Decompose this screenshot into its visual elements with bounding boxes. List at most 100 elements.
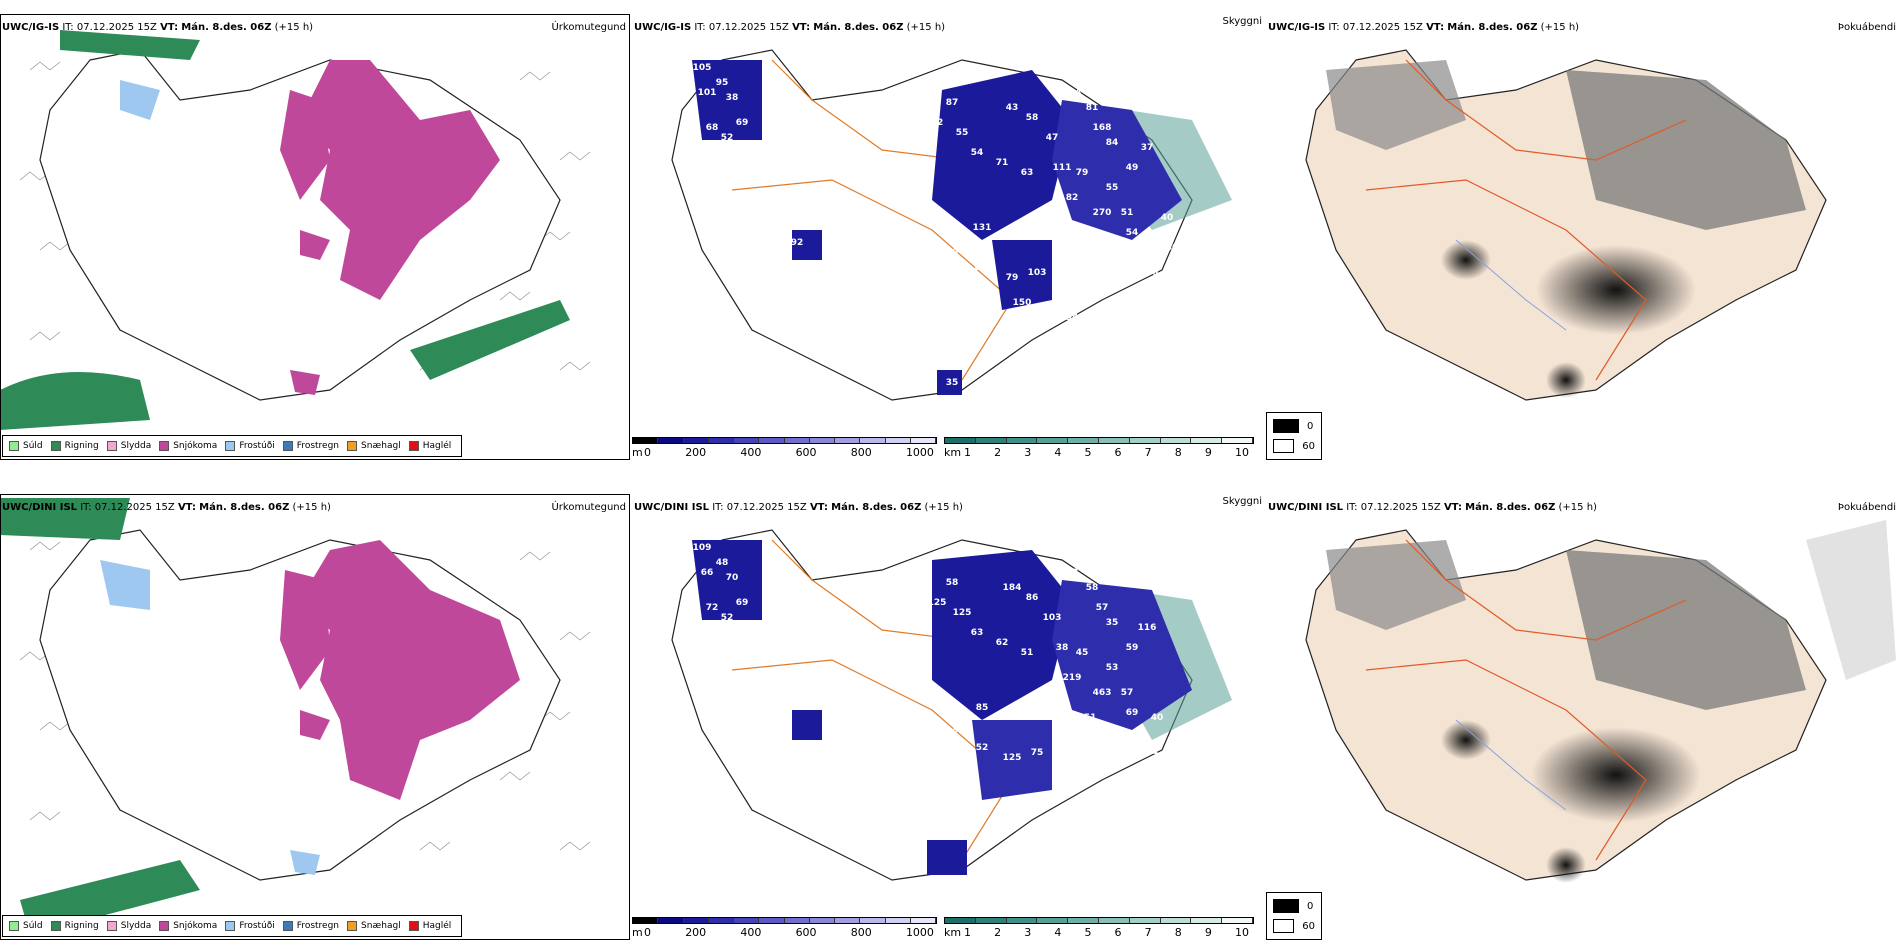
visibility-value-label: 52 [976,743,989,753]
visibility-value-label: 95 [716,78,729,88]
terrain-bin-5 [759,918,785,923]
visibility-colorbar [944,917,1254,924]
legend-item: Snjókoma [159,921,217,931]
legend-item: Súld [9,921,43,931]
visibility-value-label: 82 [1066,193,1079,203]
terrain-bin-3 [708,438,734,443]
legend-swatch-6 [347,921,358,931]
visibility-value-label: 66 [701,568,714,578]
vis-bin-2 [1006,438,1038,443]
visibility-value-label: 100 [973,263,992,273]
visibility-value-label: 40 [1166,243,1179,253]
terrain-bin-6 [784,918,810,923]
fog-legend: 0 60 [1266,412,1322,460]
visibility-value-label: 80 [1036,218,1049,228]
visibility-value-label: 90 [1056,723,1069,733]
vis-bin-1 [975,438,1007,443]
visibility-value-label: 77 [686,593,699,603]
legend-item: Frostregn [282,921,339,931]
field-title: Þokuábendi [1837,502,1896,513]
visibility-value-label: 51 [1021,648,1034,658]
visibility-value-label: 158 [1053,748,1072,758]
visibility-value-label: 54 [971,148,984,158]
terrain-bin-6 [784,438,810,443]
terrain-ticks: 0 200 400 600 800 1000 [644,926,934,939]
fog-index-panel-row1: UWC/IG-IS IT: 07.12.2025 15Z VT: Mán. 8.… [1266,0,1896,460]
legend-item: Snæhagl [347,441,401,451]
legend-swatch-3 [159,921,170,931]
visibility-value-label: 109 [1118,258,1137,268]
visibility-value-label: 57 [1121,688,1134,698]
fog-legend-item: 0 [1273,419,1315,433]
map-frame [0,14,630,460]
visibility-value-label: 42 [746,623,759,633]
fog-swatch-0 [1273,899,1299,913]
visibility-value-label: 105 [693,63,712,73]
vis-bin-5 [1098,438,1130,443]
visibility-value-label: 79 [1076,168,1089,178]
fog-legend: 0 60 [1266,892,1322,940]
visibility-panel-row1: 105 95 101 38 60 68 69 52 69 76 87 62 55 43 58 54 71 63 47… [632,0,1262,460]
terrain-bin-9 [860,438,886,443]
visibility-value-label: 81 [1086,103,1099,113]
vis-bin-1 [975,918,1007,923]
panel-header: UWC/DINI ISL IT: 07.12.2025 15Z VT: Mán.… [634,502,963,513]
vis-bin-4 [1068,438,1099,443]
terrain-bin-2 [683,918,709,923]
legend-swatch-0 [9,921,19,931]
visibility-value-label: 151 [1078,713,1097,723]
terrain-bin-8 [835,438,861,443]
visibility-value-label: 106 [1078,278,1097,288]
visibility-value-label: 105 [1133,253,1152,263]
visibility-value-label: 45 [1076,648,1089,658]
fog-swatch-1 [1273,919,1295,933]
visibility-value-label: 111 [1053,163,1072,173]
visibility-value-label: 57 [1096,603,1109,613]
legend-swatch-5 [282,441,293,451]
legend-item: Haglél [408,441,451,451]
visibility-value-label: 63 [1021,168,1034,178]
visibility-value-label: 93 [1036,698,1049,708]
legend-swatch-5 [282,921,293,931]
visibility-value-label: 35 [1106,618,1119,628]
terrain-bin-1 [658,438,684,443]
visibility-value-label: 125 [1003,753,1022,763]
visibility-value-label: 25 [1136,283,1149,293]
visibility-value-label: 62 [931,118,944,128]
precip-legend: Súld Rigning Slydda Snjókoma Frostúði Fr… [2,915,462,937]
terrain-bin-10 [885,918,911,923]
terrain-bin-2 [683,438,709,443]
terrain-ticks: 0 200 400 600 800 1000 [644,446,934,459]
visibility-value-label: 55 [711,628,724,638]
visibility-value-label: 35 [946,378,959,388]
visibility-value-label: 84 [1106,138,1119,148]
visibility-value-label: 58 [1026,113,1039,123]
legend-swatch-1 [50,921,61,931]
legend-item: Súld [9,441,43,451]
legend-item: Rigning [50,441,99,451]
field-title: Úrkomutegund [551,502,626,513]
terrain-bin-11 [910,438,936,443]
visibility-value-label: 40 [1161,213,1174,223]
fog-swatch-1 [1273,439,1295,453]
visibility-value-label: 116 [1138,623,1157,633]
visibility-value-label: 40 [1151,713,1164,723]
terrain-colorbar [632,917,937,924]
terrain-bin-9 [860,918,886,923]
visibility-value-label: 37 [1141,143,1154,153]
visibility-value-label: 91 [1011,233,1024,243]
field-title: Úrkomutegund [551,22,626,33]
visibility-value-label: 384 [1053,243,1072,253]
visibility-value-label: 68 [706,123,719,133]
visibility-value-label: 204 [1063,88,1082,98]
vis-bin-5 [1098,918,1130,923]
terrain-colorbar [632,437,937,444]
visibility-value-label: 79 [1006,273,1019,283]
legend-swatch-7 [408,921,419,931]
visibility-value-label: 72 [1066,568,1079,578]
fog-index-map [1305,49,1827,401]
terrain-unit: m [632,926,643,939]
terrain-bin-7 [809,438,835,443]
